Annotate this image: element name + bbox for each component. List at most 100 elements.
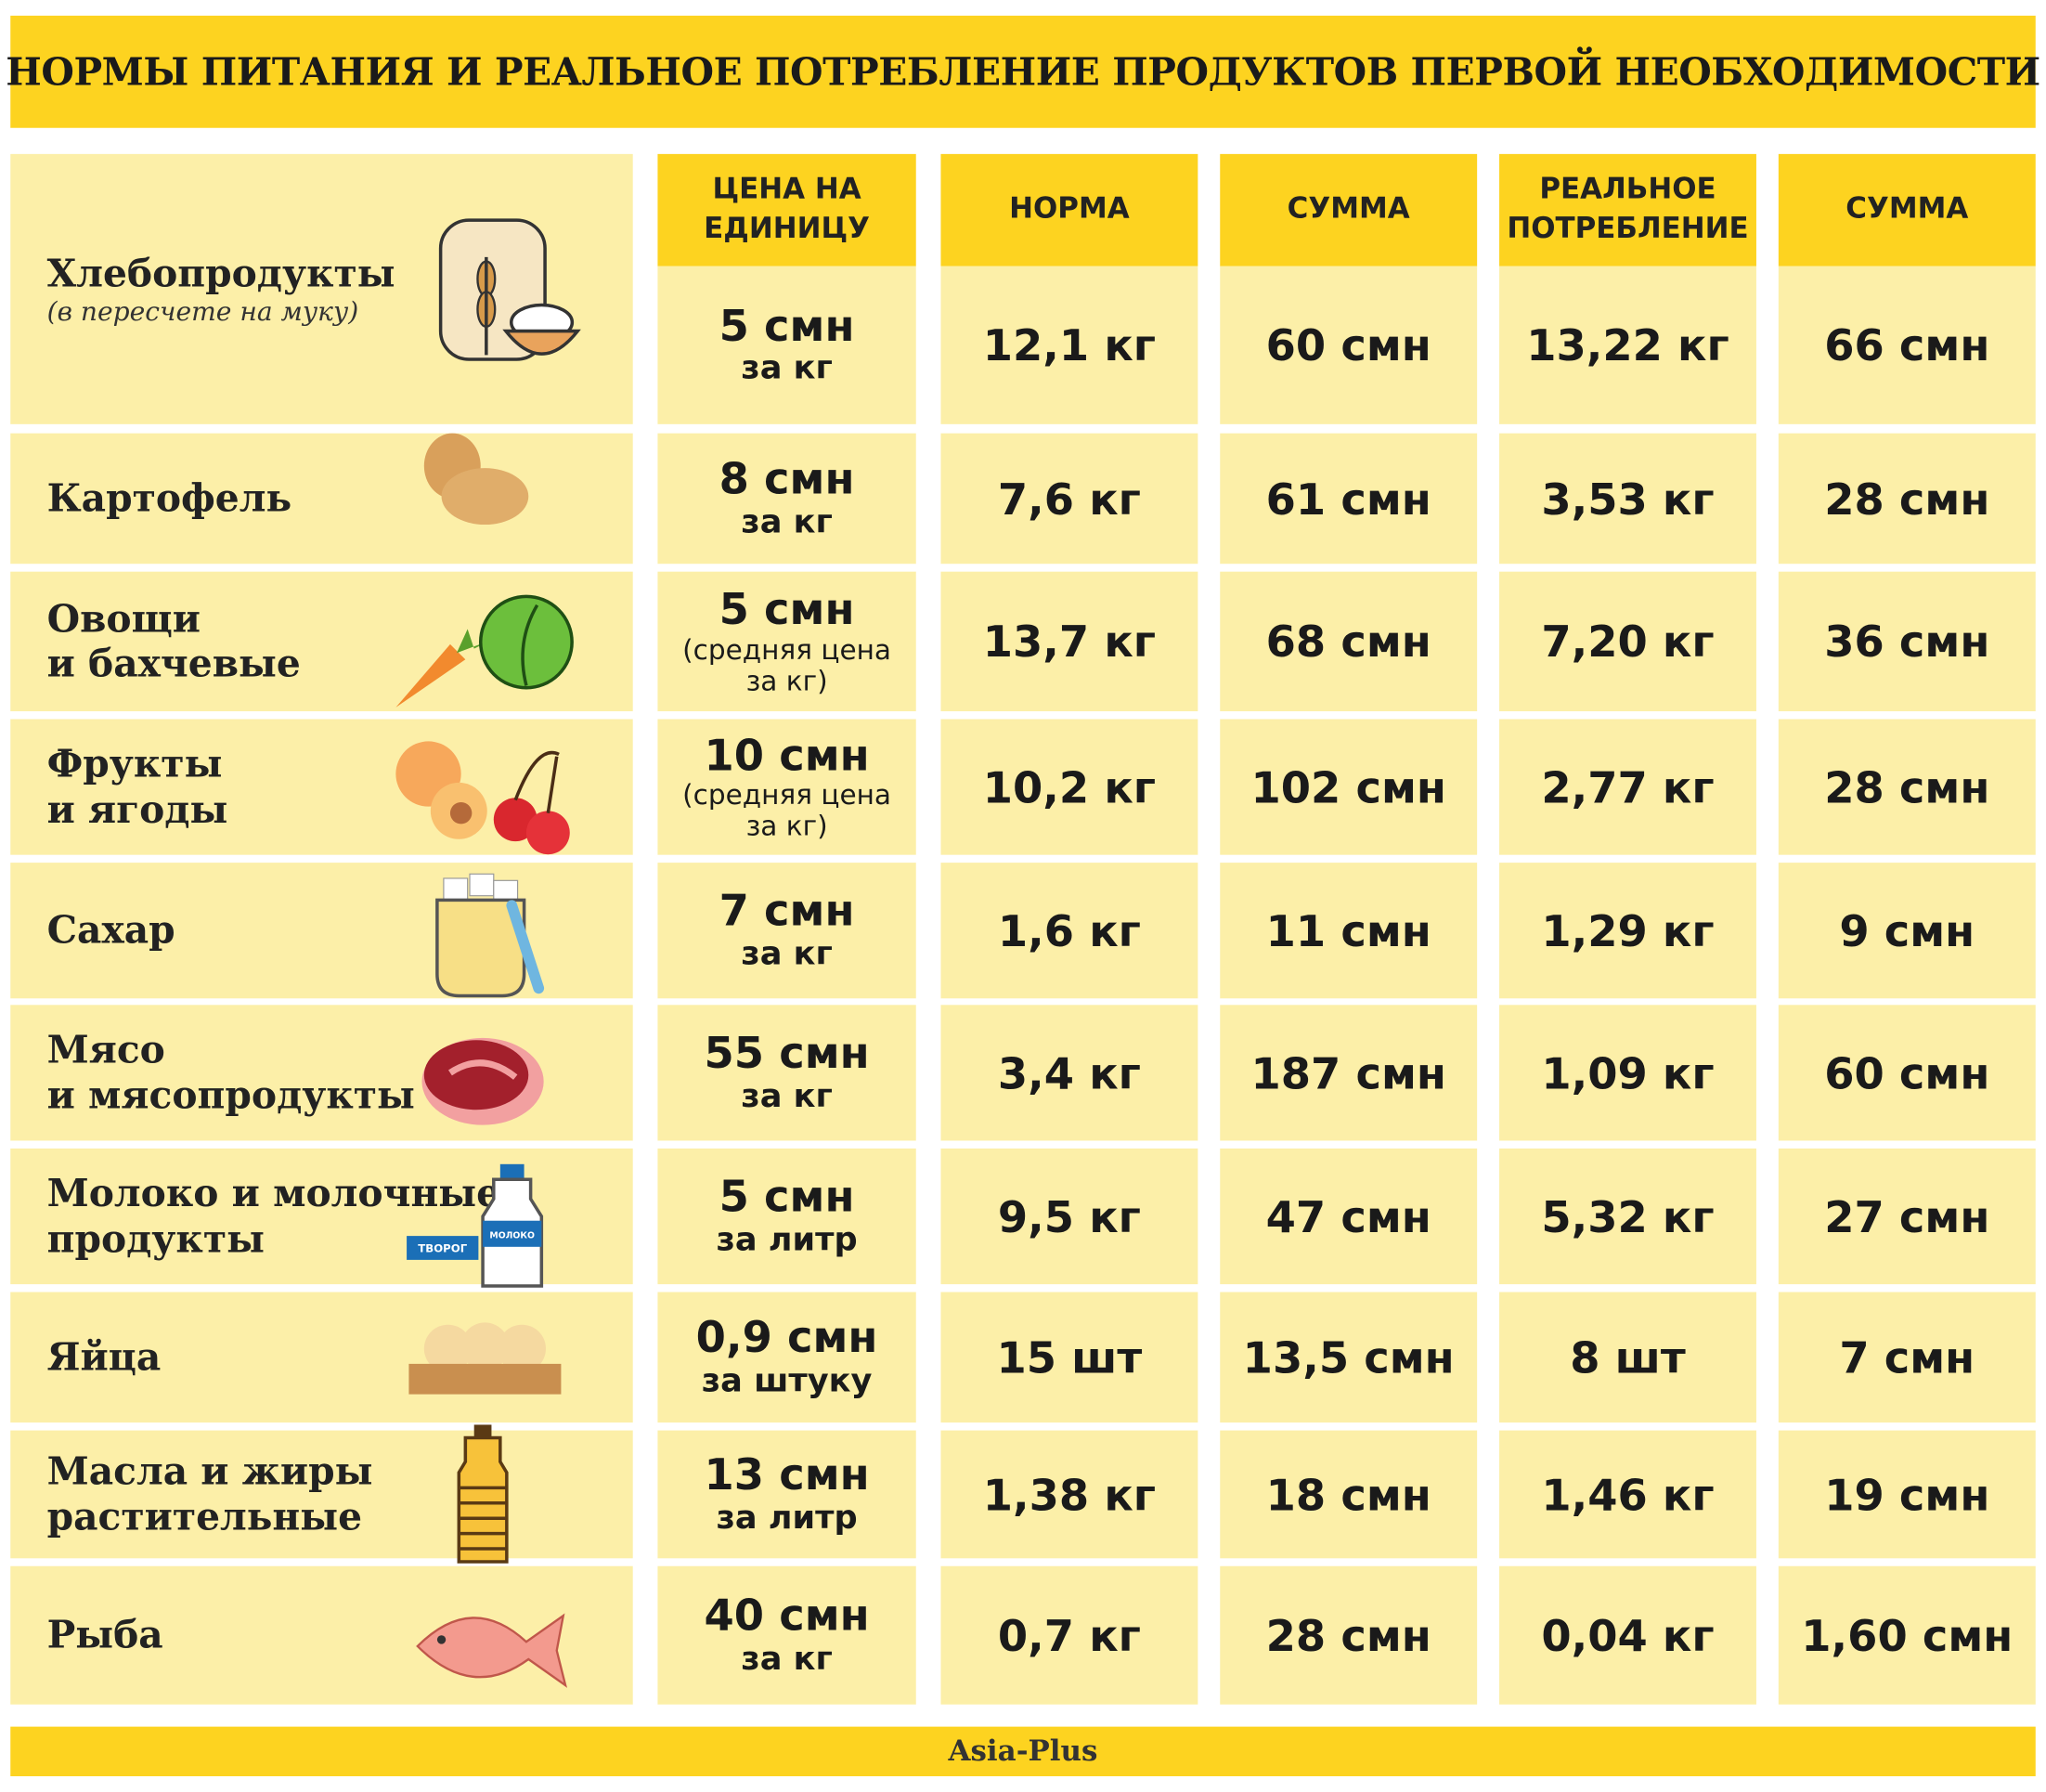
price-cell: 40 смн за кг <box>657 1565 916 1705</box>
price-unit: за штуку <box>701 1360 873 1399</box>
value-cell: 187 смн <box>1220 1005 1478 1141</box>
product-icon <box>438 217 581 361</box>
icon-shape <box>457 1435 509 1564</box>
price-unit: за кг <box>741 1639 833 1677</box>
norm: 9,5 кг <box>997 1190 1141 1242</box>
norm-sum: 18 смн <box>1265 1469 1431 1520</box>
icon-shape <box>435 898 526 998</box>
price-unit: за литр <box>716 1219 858 1258</box>
real-sum: 19 смн <box>1824 1469 1990 1520</box>
real: 3,53 кг <box>1541 473 1715 525</box>
value-cell: 28 смн <box>1778 433 2036 565</box>
value-cell: 12,1 кг <box>940 266 1198 424</box>
price-cell: 5 смн за литр <box>657 1148 916 1285</box>
product-cell: Яйца <box>10 1292 633 1423</box>
name-line: Картофель <box>46 475 292 521</box>
value-cell: 15 шт <box>940 1292 1198 1423</box>
icon-shape <box>499 1163 524 1180</box>
icon-shape <box>441 468 529 526</box>
header-line: СУММА <box>1287 193 1410 227</box>
icon-shape <box>447 1059 518 1080</box>
real-sum: 36 смн <box>1824 616 1990 668</box>
norm: 12,1 кг <box>982 319 1157 371</box>
product-cell: Овощи и бахчевые <box>10 571 633 712</box>
price: 13 смн <box>704 1448 870 1500</box>
column-header: НОРМА <box>940 153 1198 266</box>
icon-shape <box>469 873 495 897</box>
product-icon <box>435 873 545 998</box>
product-cell: Картофель <box>10 433 633 565</box>
header-line: ПОТРЕБЛЕНИЕ <box>1507 213 1749 246</box>
price-unit: за кг <box>741 348 833 387</box>
icon-label: МОЛОКО <box>489 1230 535 1240</box>
product-name: Рыба <box>47 1613 163 1658</box>
product-name: Картофель <box>47 475 292 521</box>
column-header: РЕАЛЬНОЕ ПОТРЕБЛЕНИЕ <box>1499 153 1756 266</box>
icon-shape <box>478 593 574 689</box>
price: 55 смн <box>704 1027 870 1079</box>
value-cell: 102 смн <box>1220 719 1478 855</box>
norm-sum: 68 смн <box>1265 616 1431 668</box>
column-header: ЦЕНА НА ЕДИНИЦУ <box>657 153 916 266</box>
icon-shape <box>416 1613 567 1688</box>
value-cell: 66 смн <box>1778 266 2036 424</box>
product-name: Масла и жиры растительные <box>47 1449 373 1540</box>
header-line: РЕАЛЬНОЕ <box>1539 174 1716 207</box>
icon-shape <box>460 1322 510 1370</box>
icon-label: ТВОРОГ <box>418 1242 467 1255</box>
value-cell: 1,09 кг <box>1499 1005 1756 1141</box>
name-line: Рыба <box>46 1612 163 1657</box>
real: 8 шт <box>1570 1331 1686 1383</box>
icon-shape <box>506 900 545 994</box>
icon-shape <box>423 1040 529 1110</box>
value-cell: 10,2 кг <box>940 719 1198 855</box>
product-name: Мясо и мясопродукты <box>47 1028 415 1119</box>
price-cell: 5 смн за кг <box>657 266 916 424</box>
price: 40 смн <box>704 1590 870 1642</box>
product-icon <box>408 1322 562 1395</box>
icon-shape <box>395 643 466 708</box>
real-sum: 1,60 смн <box>1801 1609 2014 1661</box>
value-cell: 1,46 кг <box>1499 1430 1756 1559</box>
real-sum: 28 смн <box>1824 473 1990 525</box>
real-sum: 66 смн <box>1824 319 1990 371</box>
product-note: (в пересчете на муку) <box>46 295 359 328</box>
product-icon: ТВОРОГ МОЛОКО <box>407 1163 544 1288</box>
norm: 1,38 кг <box>982 1469 1157 1520</box>
product-cell: Мясо и мясопродукты <box>10 1005 633 1141</box>
icon-shape <box>443 877 469 901</box>
value-cell: 28 смн <box>1220 1565 1478 1705</box>
product-icon <box>395 741 570 855</box>
icon-shape <box>483 1220 542 1247</box>
value-cell: 0,04 кг <box>1499 1565 1756 1705</box>
real-sum: 60 смн <box>1824 1047 1990 1098</box>
name-line: Мясо <box>46 1027 165 1072</box>
value-cell: 19 смн <box>1778 1430 2036 1559</box>
icon-shape <box>456 628 492 653</box>
value-cell: 2,77 кг <box>1499 719 1756 855</box>
price-unit: за кг <box>741 501 833 540</box>
value-cell: 7,20 кг <box>1499 571 1756 712</box>
value-cell: 28 смн <box>1778 719 2036 855</box>
value-cell: 1,38 кг <box>940 1430 1198 1559</box>
product-cell: Фрукты и ягоды <box>10 719 633 855</box>
icon-shape <box>408 1363 562 1395</box>
value-cell: 8 шт <box>1499 1292 1756 1423</box>
product-cell: Масла и жиры растительные <box>10 1424 633 1564</box>
header-line: ЦЕНА НА <box>712 174 861 207</box>
norm: 13,7 кг <box>982 616 1157 668</box>
value-cell: 9 смн <box>1778 863 2036 999</box>
price-cell: 5 смн (средняя цена за кг) <box>657 571 916 712</box>
norm: 0,7 кг <box>997 1609 1141 1661</box>
price: 5 смн <box>719 1171 855 1223</box>
value-cell: 1,60 смн <box>1778 1565 2036 1705</box>
norm-sum: 47 смн <box>1265 1190 1431 1242</box>
value-cell: 60 смн <box>1220 266 1478 424</box>
real-sum: 9 смн <box>1839 904 1975 956</box>
icon-shape <box>498 1324 547 1373</box>
product-name: Молоко и молочные продукты <box>47 1171 500 1262</box>
product-cell: Молоко и молочные продукты ТВОРОГ МОЛОКО <box>10 1148 633 1288</box>
real-sum: 28 смн <box>1824 761 1990 812</box>
icon-shape <box>525 811 570 855</box>
